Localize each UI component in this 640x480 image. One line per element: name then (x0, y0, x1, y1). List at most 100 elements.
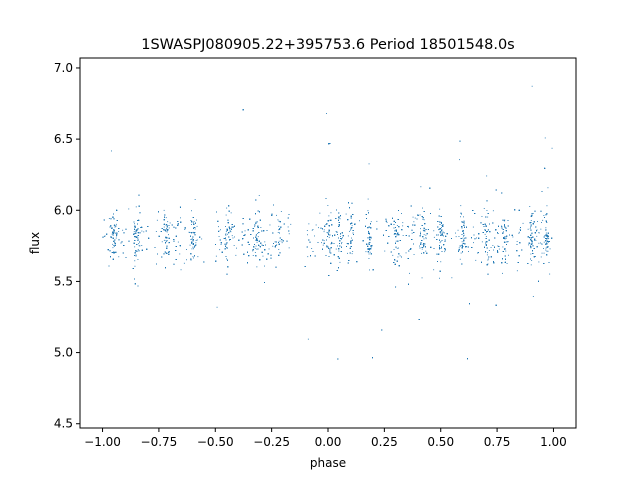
data-point (402, 222, 404, 224)
data-point (288, 233, 290, 235)
data-point (347, 252, 348, 254)
data-point (230, 231, 232, 233)
data-point (138, 243, 140, 245)
data-point (518, 232, 520, 234)
data-point (461, 241, 463, 243)
data-point (328, 234, 330, 236)
data-point (328, 236, 330, 238)
data-point (541, 252, 543, 254)
data-point (277, 219, 279, 221)
data-point (220, 229, 221, 231)
data-point (440, 241, 442, 242)
data-point (468, 251, 469, 252)
scatter-points (102, 85, 553, 360)
data-point (529, 206, 531, 207)
data-point (540, 242, 541, 244)
data-point (141, 245, 143, 246)
data-point (165, 217, 167, 219)
data-point (276, 214, 277, 216)
data-point (335, 231, 337, 232)
data-point (442, 233, 444, 234)
data-point (276, 244, 278, 246)
data-point (486, 210, 488, 211)
data-point (256, 248, 258, 250)
data-point (439, 277, 440, 279)
data-point (186, 249, 187, 250)
data-point (139, 245, 141, 247)
data-point (184, 227, 186, 229)
data-point (530, 220, 532, 221)
data-point (290, 223, 292, 225)
data-point (111, 233, 113, 235)
data-point (197, 256, 199, 258)
data-point (163, 239, 165, 241)
data-point (194, 199, 196, 200)
data-point (541, 222, 542, 223)
data-point (548, 238, 550, 240)
data-point (413, 221, 415, 223)
data-point (459, 159, 460, 161)
data-point (462, 237, 464, 239)
data-point (201, 238, 203, 240)
data-point (194, 228, 196, 230)
data-point (339, 218, 341, 220)
data-point (315, 224, 317, 226)
data-point (490, 247, 492, 248)
data-point (412, 216, 414, 218)
data-point (441, 227, 442, 229)
data-point (264, 241, 266, 243)
data-point (507, 241, 509, 243)
data-point (262, 255, 264, 257)
data-point (193, 248, 194, 250)
data-point (254, 226, 256, 228)
data-point (350, 227, 352, 229)
data-point (369, 226, 371, 228)
data-point (165, 230, 167, 232)
data-point (167, 221, 169, 223)
data-point (256, 266, 258, 268)
chart-title: 1SWASPJ080905.22+395753.6 Period 1850154… (141, 37, 515, 53)
data-point (369, 242, 371, 243)
data-point (457, 229, 459, 231)
data-point (352, 251, 354, 252)
data-point (425, 250, 427, 252)
data-point (118, 231, 120, 232)
data-point (369, 242, 370, 243)
data-point (541, 243, 542, 245)
data-point (423, 246, 425, 248)
data-point (540, 228, 542, 230)
data-point (138, 245, 140, 247)
data-point (177, 241, 179, 243)
data-point (459, 258, 461, 260)
data-point (487, 252, 488, 254)
data-point (135, 229, 137, 231)
data-point (368, 232, 370, 233)
data-point (502, 246, 504, 248)
data-point (112, 216, 114, 218)
data-point (243, 235, 245, 236)
data-point (354, 223, 356, 224)
data-point (156, 219, 158, 221)
data-point (545, 232, 547, 234)
data-point (522, 222, 524, 224)
data-point (458, 236, 460, 237)
data-point (472, 226, 474, 228)
data-point (538, 261, 540, 263)
data-point (547, 187, 549, 189)
data-point (226, 247, 228, 249)
data-point (195, 245, 196, 247)
data-point (108, 218, 110, 219)
data-point (244, 230, 246, 232)
data-point (351, 237, 352, 239)
data-point (461, 245, 463, 247)
data-point (341, 243, 342, 245)
data-point (439, 208, 441, 210)
data-point (529, 237, 531, 239)
data-point (252, 255, 254, 256)
data-point (307, 234, 308, 236)
data-point (184, 229, 186, 230)
data-point (323, 229, 325, 231)
data-point (195, 242, 197, 244)
data-point (155, 231, 157, 232)
